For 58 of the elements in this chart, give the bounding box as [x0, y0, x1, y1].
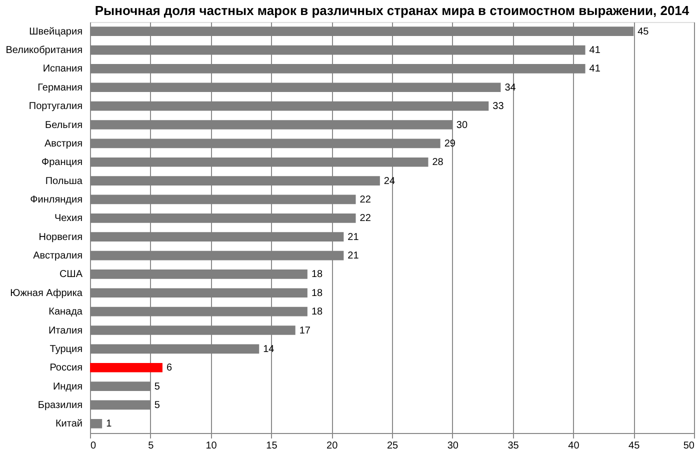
data-label: 6	[166, 362, 172, 374]
x-tick-label: 5	[148, 440, 154, 452]
data-label: 41	[589, 64, 601, 75]
y-tick-label: Бельгия	[45, 120, 82, 131]
chart-title: Рыночная доля частных марок в различных странах мира в стоимостном выражении, 2014	[94, 3, 690, 18]
y-tick-label: Великобритания	[6, 45, 82, 56]
y-tick-label: Австрия	[44, 138, 82, 150]
data-label: 29	[444, 138, 456, 150]
x-tick-label: 25	[386, 440, 398, 452]
data-label: 22	[360, 213, 372, 224]
y-tick-label: Португалия	[28, 101, 82, 112]
bar	[90, 362, 162, 372]
y-tick-label: Италия	[48, 325, 82, 336]
y-tick-label: Турция	[50, 344, 82, 355]
y-tick-label: Швейцария	[29, 26, 82, 38]
y-tick-label: Южная Африка	[10, 288, 83, 299]
y-tick-label: Франция	[42, 157, 82, 168]
y-tick-label: Россия	[50, 362, 82, 374]
y-tick-label: Германия	[38, 82, 82, 94]
x-tick-label: 50	[683, 440, 695, 452]
data-label: 21	[348, 250, 360, 262]
x-tick-label: 0	[90, 440, 96, 452]
y-tick-label: Китай	[55, 418, 82, 430]
data-label: 5	[154, 400, 160, 411]
x-tick-label: 15	[266, 440, 278, 452]
y-tick-label: Бразилия	[38, 400, 82, 411]
data-label: 28	[432, 157, 444, 168]
y-tick-label: США	[59, 269, 83, 280]
data-label: 30	[456, 120, 468, 131]
data-label: 18	[311, 306, 323, 318]
data-label: 45	[638, 26, 650, 38]
data-label: 21	[348, 232, 360, 243]
x-tick-label: 20	[326, 440, 338, 452]
data-label: 18	[311, 269, 323, 280]
y-tick-label: Финляндия	[30, 194, 82, 206]
y-tick-label: Норвегия	[38, 232, 82, 243]
y-tick-label: Испания	[42, 64, 82, 75]
y-tick-label: Польша	[45, 176, 83, 187]
x-tick-label: 10	[206, 440, 218, 452]
data-label: 22	[360, 194, 372, 206]
data-label: 18	[311, 288, 323, 299]
data-label: 34	[504, 82, 516, 94]
x-tick-label: 40	[568, 440, 580, 452]
y-tick-label: Австралия	[33, 250, 82, 262]
y-tick-label: Канада	[48, 306, 83, 318]
x-tick-label: 35	[508, 440, 520, 452]
data-label: 17	[299, 325, 311, 336]
data-label: 1	[106, 418, 112, 430]
x-tick-label: 45	[628, 440, 640, 452]
data-label: 24	[384, 176, 396, 187]
y-tick-label: Индия	[52, 381, 82, 392]
data-label: 14	[263, 344, 275, 355]
data-label: 41	[589, 45, 601, 56]
x-tick-label: 30	[447, 440, 459, 452]
y-tick-label: Чехия	[54, 213, 82, 224]
data-label: 5	[154, 381, 160, 392]
data-label: 33	[492, 101, 504, 112]
bar	[90, 418, 102, 428]
